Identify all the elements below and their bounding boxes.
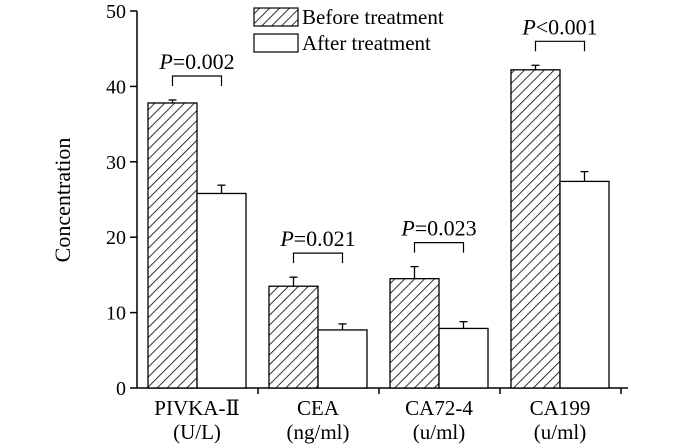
category-unit-label: (ng/ml) bbox=[287, 420, 350, 444]
bar-before-treatment bbox=[147, 102, 198, 389]
legend-swatch-after bbox=[253, 33, 299, 53]
p-symbol: P bbox=[521, 14, 535, 39]
y-axis-title: Concentration bbox=[50, 138, 75, 263]
bar-after-treatment bbox=[317, 329, 368, 389]
bar-before-treatment bbox=[510, 69, 561, 389]
category-label: CEA bbox=[297, 396, 340, 420]
p-symbol: P bbox=[400, 216, 414, 241]
significance-bracket bbox=[292, 252, 344, 264]
category-label: CA199 bbox=[530, 396, 591, 420]
significance-bracket bbox=[171, 75, 223, 86]
plot-area: 01020304050PIVKA-Ⅱ(U/L)CEA(ng/ml)CA72-4(… bbox=[106, 1, 628, 444]
category-label: CA72-4 bbox=[405, 396, 473, 420]
p-value-text: =0.023 bbox=[415, 216, 477, 241]
bar-after-treatment bbox=[196, 192, 247, 389]
p-symbol: P bbox=[158, 49, 172, 74]
y-tick-label: 0 bbox=[116, 378, 126, 400]
category-unit-label: (u/ml) bbox=[413, 420, 466, 444]
bar-before-treatment bbox=[268, 285, 319, 389]
y-tick-label: 30 bbox=[106, 152, 126, 174]
p-value-text: =0.021 bbox=[294, 226, 356, 251]
bar-after-treatment bbox=[438, 327, 489, 389]
y-tick-label: 10 bbox=[106, 303, 126, 325]
category-label: PIVKA-Ⅱ bbox=[154, 396, 239, 420]
category-unit-label: (U/L) bbox=[173, 420, 221, 444]
p-value-label: P=0.002 bbox=[158, 49, 234, 74]
significance-bracket bbox=[413, 242, 465, 253]
legend-swatch-before bbox=[253, 7, 299, 27]
y-tick-label: 40 bbox=[106, 76, 126, 98]
y-tick-label: 50 bbox=[106, 1, 126, 23]
p-value-text: <0.001 bbox=[536, 14, 598, 39]
p-value-label: P<0.001 bbox=[521, 14, 597, 39]
legend-label-before: Before treatment bbox=[302, 5, 444, 29]
y-tick-label: 20 bbox=[106, 227, 126, 249]
p-value-text: =0.002 bbox=[173, 49, 235, 74]
legend-label-after: After treatment bbox=[302, 31, 431, 55]
p-value-label: P=0.021 bbox=[279, 226, 355, 251]
bar-before-treatment bbox=[389, 278, 440, 389]
category-unit-label: (u/ml) bbox=[534, 420, 587, 444]
significance-bracket bbox=[534, 40, 586, 52]
p-value-label: P=0.023 bbox=[400, 216, 476, 241]
bar-after-treatment bbox=[559, 180, 610, 389]
p-symbol: P bbox=[279, 226, 293, 251]
